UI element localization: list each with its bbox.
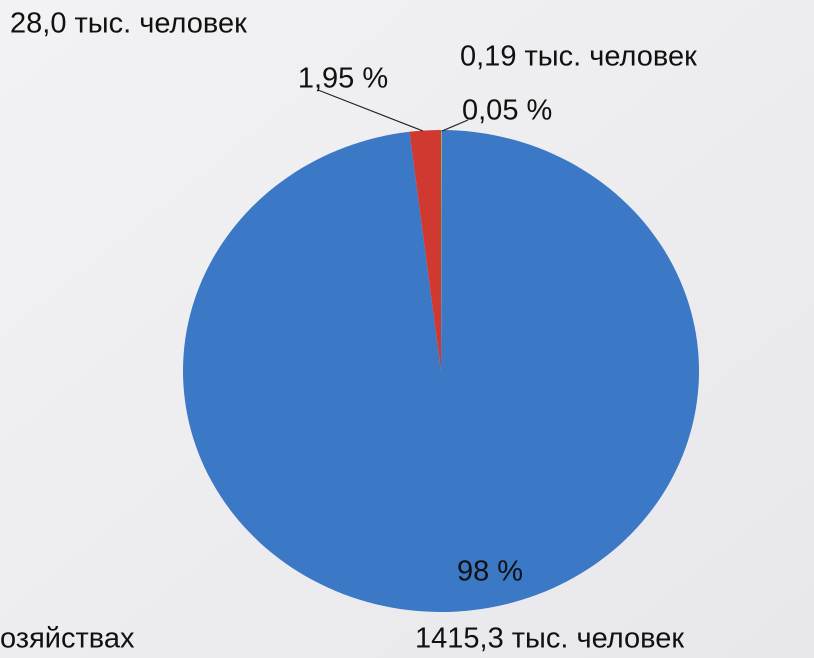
pie-slice xyxy=(182,130,699,612)
percent-label: 1,95 % xyxy=(298,63,388,95)
pie-slice xyxy=(441,130,442,371)
count-label: 0,19 тыс. человек xyxy=(460,41,697,73)
pie xyxy=(182,130,699,612)
percent-label: 0,05 % xyxy=(462,95,552,127)
cut-label: озяйствах xyxy=(0,623,135,655)
count-label: 28,0 тыс. человек xyxy=(10,8,247,40)
percent-label: 98 % xyxy=(457,556,523,588)
pie-slice xyxy=(409,130,441,371)
leader-line xyxy=(441,119,469,132)
count-label: 1415,3 тыс. человек xyxy=(415,623,684,655)
leader-line xyxy=(317,89,424,132)
